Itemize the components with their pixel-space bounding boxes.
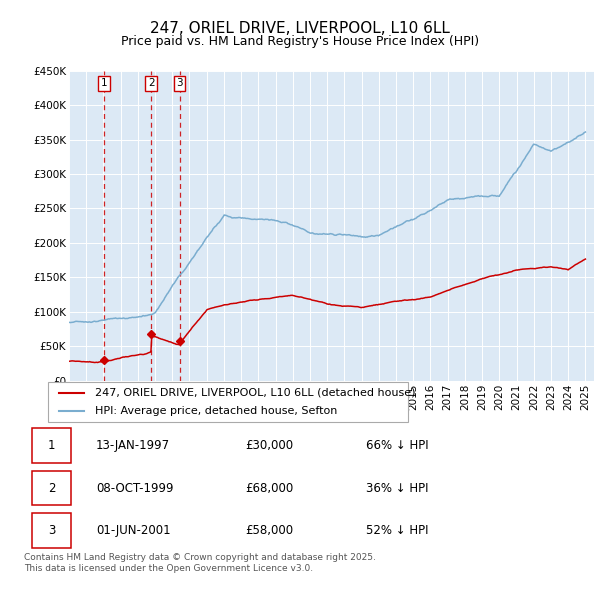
- Text: £68,000: £68,000: [245, 481, 293, 495]
- Text: 2: 2: [48, 481, 55, 495]
- Text: 3: 3: [48, 524, 55, 537]
- Text: Price paid vs. HM Land Registry's House Price Index (HPI): Price paid vs. HM Land Registry's House …: [121, 35, 479, 48]
- Text: 01-JUN-2001: 01-JUN-2001: [96, 524, 170, 537]
- Text: 1: 1: [48, 439, 55, 453]
- Text: 2: 2: [148, 78, 154, 88]
- Text: 247, ORIEL DRIVE, LIVERPOOL, L10 6LL (detached house): 247, ORIEL DRIVE, LIVERPOOL, L10 6LL (de…: [95, 388, 415, 398]
- Text: Contains HM Land Registry data © Crown copyright and database right 2025.
This d: Contains HM Land Registry data © Crown c…: [24, 553, 376, 573]
- Text: HPI: Average price, detached house, Sefton: HPI: Average price, detached house, Seft…: [95, 405, 337, 415]
- FancyBboxPatch shape: [32, 471, 71, 506]
- Text: 3: 3: [176, 78, 183, 88]
- Text: 52% ↓ HPI: 52% ↓ HPI: [366, 524, 429, 537]
- FancyBboxPatch shape: [32, 428, 71, 463]
- Text: 247, ORIEL DRIVE, LIVERPOOL, L10 6LL: 247, ORIEL DRIVE, LIVERPOOL, L10 6LL: [150, 21, 450, 35]
- FancyBboxPatch shape: [32, 513, 71, 548]
- Text: 1: 1: [101, 78, 107, 88]
- Text: 08-OCT-1999: 08-OCT-1999: [96, 481, 173, 495]
- Text: 66% ↓ HPI: 66% ↓ HPI: [366, 439, 429, 453]
- Text: 13-JAN-1997: 13-JAN-1997: [96, 439, 170, 453]
- Text: £30,000: £30,000: [245, 439, 293, 453]
- Text: £58,000: £58,000: [245, 524, 293, 537]
- Text: 36% ↓ HPI: 36% ↓ HPI: [366, 481, 429, 495]
